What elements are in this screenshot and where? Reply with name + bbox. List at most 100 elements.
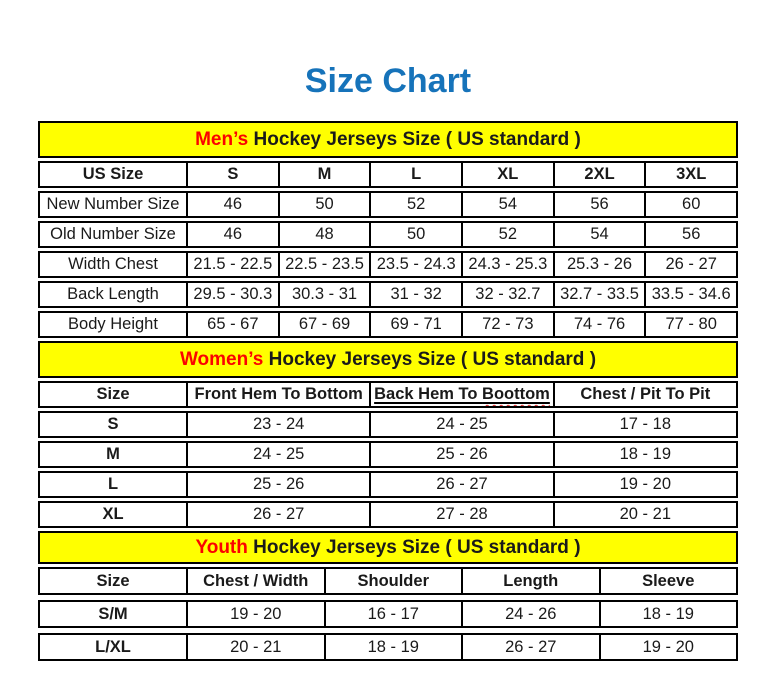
value-cell: 24 - 25 (369, 413, 552, 436)
value-cell: 17 - 18 (552, 413, 736, 436)
value-cell: 26 - 27 (461, 635, 599, 659)
table-row: Old Number Size 46 48 50 52 54 56 (38, 221, 738, 248)
header-cell: M (277, 163, 370, 186)
value-cell: 19 - 20 (552, 473, 736, 496)
value-cell: 25 - 26 (369, 443, 552, 466)
value-cell: 23.5 - 24.3 (369, 253, 461, 276)
value-cell: 30.3 - 31 (277, 283, 370, 306)
value-cell: 31 - 32 (369, 283, 461, 306)
youth-section-banner: Youth Hockey Jerseys Size ( US standard … (38, 531, 738, 564)
value-cell: 26 - 27 (186, 503, 369, 526)
value-cell: 19 - 20 (186, 602, 324, 626)
womens-section-banner: Women’s Hockey Jerseys Size ( US standar… (38, 341, 738, 378)
banner-rest-text: Hockey Jerseys Size ( US standard ) (247, 536, 581, 558)
value-cell: 18 - 19 (552, 443, 736, 466)
row-label: Body Height (68, 315, 158, 333)
value-cell: 46 (186, 223, 278, 246)
value-cell: 22.5 - 23.5 (277, 253, 370, 276)
row-label: S (107, 415, 119, 433)
table-row: M 24 - 25 25 - 26 18 - 19 (38, 441, 738, 468)
header-cell: Shoulder (323, 569, 462, 593)
header-cell: XL (461, 163, 553, 186)
row-label: Old Number Size (50, 225, 176, 243)
value-cell: 46 (186, 193, 278, 216)
value-cell: 48 (277, 223, 370, 246)
value-cell: 56 (552, 193, 645, 216)
value-cell: 77 - 80 (644, 313, 736, 336)
header-cell: 3XL (644, 163, 736, 186)
misspelled-word-squiggle: Boottom (482, 385, 550, 403)
value-cell: 24.3 - 25.3 (461, 253, 553, 276)
row-label: S/M (98, 604, 128, 623)
value-cell: 69 - 71 (369, 313, 461, 336)
value-cell: 26 - 27 (369, 473, 552, 496)
row-label: L (107, 475, 119, 493)
value-cell: 16 - 17 (323, 602, 462, 626)
header-phrase-text: Back Hem To (374, 385, 483, 403)
value-cell: 65 - 67 (186, 313, 278, 336)
value-cell: 54 (552, 223, 645, 246)
value-cell: 24 - 26 (461, 602, 599, 626)
value-cell: 20 - 21 (552, 503, 736, 526)
mens-section-banner: Men’s Hockey Jerseys Size ( US standard … (38, 121, 738, 158)
header-cell: Front Hem To Bottom (186, 383, 369, 406)
womens-header-row: Size Front Hem To Bottom Back Hem To Boott… (38, 381, 738, 408)
value-cell: 56 (644, 223, 736, 246)
value-cell: 25 - 26 (186, 473, 369, 496)
value-cell: 20 - 21 (186, 635, 324, 659)
table-row: Body Height 65 - 67 67 - 69 69 - 71 72 - 73 7… (38, 311, 738, 338)
row-label: Back Length (67, 285, 159, 303)
header-cell: US Size (82, 165, 144, 183)
header-cell: Back Hem To Boottom (369, 383, 552, 406)
value-cell: 32.7 - 33.5 (552, 283, 645, 306)
table-row: S 23 - 24 24 - 25 17 - 18 (38, 411, 738, 438)
underlined-header-phrase: Back Hem To Boottom (374, 385, 550, 404)
header-cell: S (186, 163, 278, 186)
banner-highlight-text: Women’s (179, 348, 264, 370)
table-row: L/XL 20 - 21 18 - 19 26 - 27 19 - 20 (38, 633, 738, 661)
banner-highlight-text: Men’s (195, 128, 249, 150)
value-cell: 24 - 25 (186, 443, 369, 466)
mens-header-row: US Size S M L XL 2XL 3XL (38, 161, 738, 188)
mens-size-table: Men’s Hockey Jerseys Size ( US standard … (38, 121, 738, 338)
value-cell: 54 (461, 193, 553, 216)
row-label: New Number Size (46, 195, 180, 213)
banner-rest-text: Hockey Jerseys Size ( US standard ) (248, 128, 581, 150)
row-label: M (106, 445, 120, 463)
size-chart: Men’s Hockey Jerseys Size ( US standard … (38, 121, 738, 661)
value-cell: 74 - 76 (552, 313, 645, 336)
value-cell: 67 - 69 (277, 313, 370, 336)
value-cell: 52 (461, 223, 553, 246)
table-row: S/M 19 - 20 16 - 17 24 - 26 18 - 19 (38, 600, 738, 628)
row-label: XL (102, 505, 124, 523)
value-cell: 33.5 - 34.6 (644, 283, 736, 306)
value-cell: 72 - 73 (461, 313, 553, 336)
womens-size-table: Women’s Hockey Jerseys Size ( US standar… (38, 341, 738, 528)
header-cell: Chest / Width (186, 569, 324, 593)
value-cell: 32 - 32.7 (461, 283, 553, 306)
table-row: Width Chest 21.5 - 22.5 22.5 - 23.5 23.5 - … (38, 251, 738, 278)
banner-rest-text: Hockey Jerseys Size ( US standard ) (263, 348, 597, 370)
header-cell: Length (461, 569, 599, 593)
banner-highlight-text: Youth (195, 536, 248, 558)
table-row: L 25 - 26 26 - 27 19 - 20 (38, 471, 738, 498)
table-row: New Number Size 46 50 52 54 56 60 (38, 191, 738, 218)
value-cell: 18 - 19 (323, 635, 462, 659)
value-cell: 18 - 19 (598, 602, 737, 626)
header-cell: 2XL (552, 163, 645, 186)
value-cell: 26 - 27 (644, 253, 736, 276)
header-cell: L (369, 163, 461, 186)
youth-header-row: Size Chest / Width Shoulder Length Sleeve (38, 567, 738, 595)
row-label: Width Chest (68, 255, 158, 273)
value-cell: 21.5 - 22.5 (186, 253, 278, 276)
header-cell: Size (96, 385, 130, 403)
value-cell: 23 - 24 (186, 413, 369, 436)
table-row: XL 26 - 27 27 - 28 20 - 21 (38, 501, 738, 528)
value-cell: 52 (369, 193, 461, 216)
header-cell: Chest / Pit To Pit (552, 383, 736, 406)
value-cell: 50 (369, 223, 461, 246)
youth-size-table: Youth Hockey Jerseys Size ( US standard … (38, 531, 738, 661)
value-cell: 19 - 20 (598, 635, 737, 659)
value-cell: 27 - 28 (369, 503, 552, 526)
